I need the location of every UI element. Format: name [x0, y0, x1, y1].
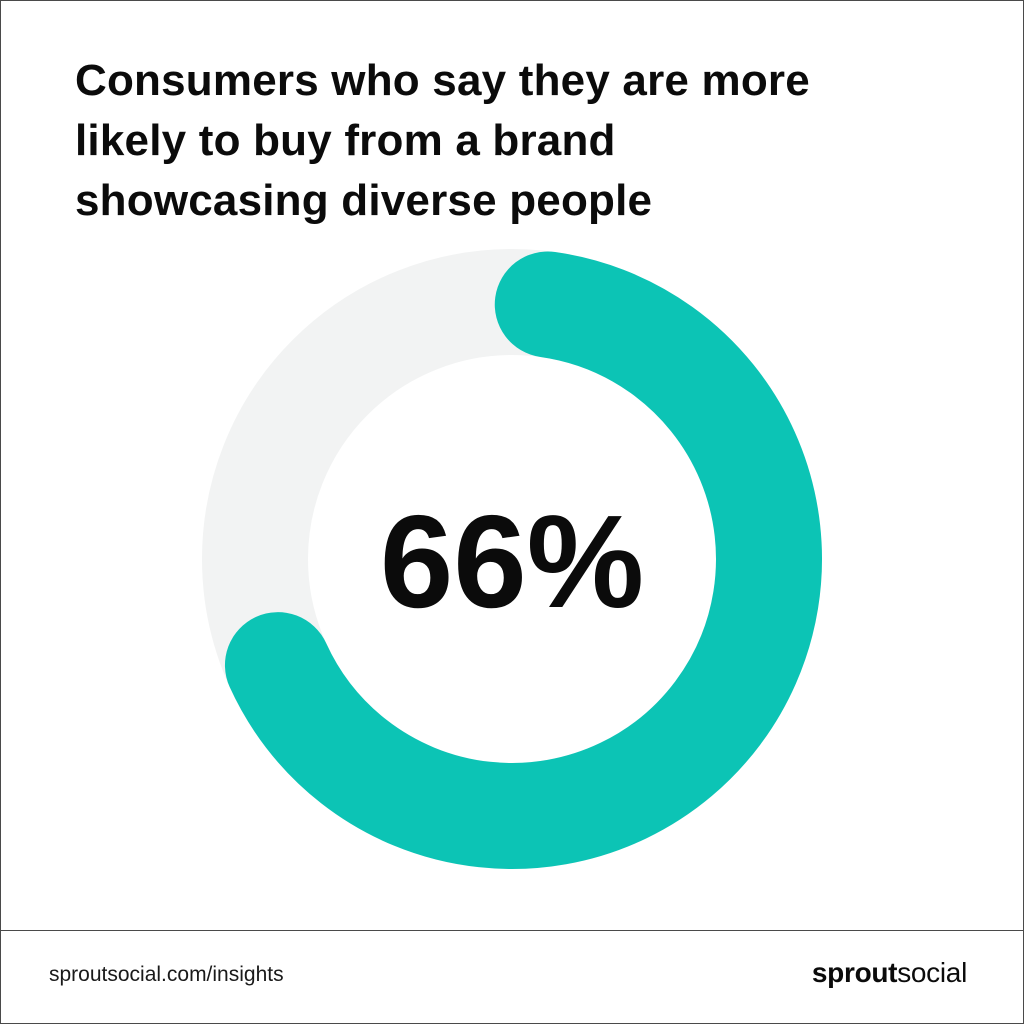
title-line-1: Consumers who say they are more: [75, 56, 810, 105]
chart-title: Consumers who say they are more likely t…: [75, 51, 955, 231]
sprout-social-logo: sproutsocial: [812, 957, 967, 989]
footer-divider: [1, 930, 1024, 931]
logo-word-sprout: sprout: [811, 957, 898, 988]
logo-word-social: social: [897, 957, 967, 988]
donut-value-arc: [224, 251, 822, 869]
title-line-3: showcasing diverse people: [75, 176, 653, 225]
source-link: sproutsocial.com/insights: [49, 963, 284, 986]
title-line-2: likely to buy from a brand: [75, 116, 616, 165]
donut-value-label: 66%: [380, 488, 644, 635]
